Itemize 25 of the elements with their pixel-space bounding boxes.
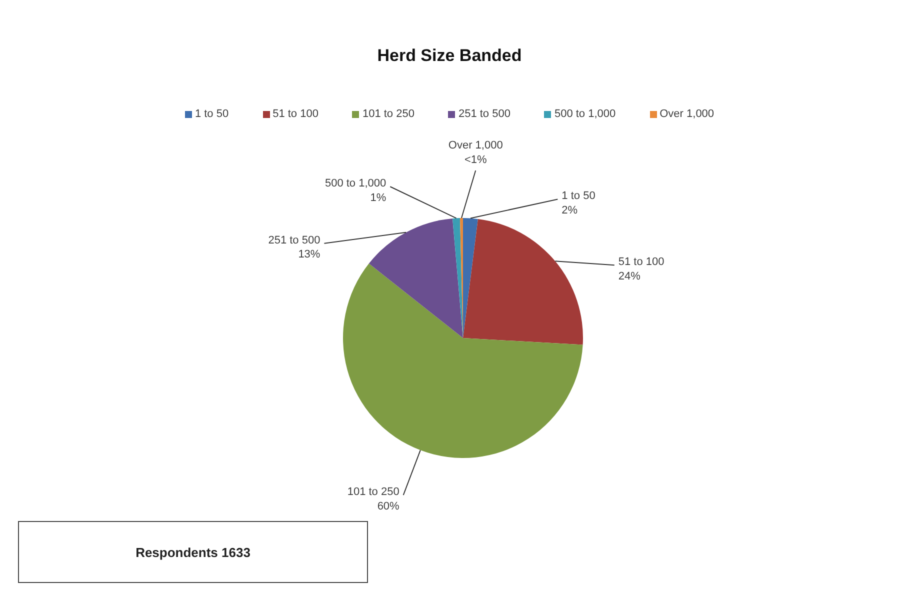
legend-label: Over 1,000: [660, 108, 714, 120]
pie-slice: [463, 218, 583, 345]
slice-label: 500 to 1,000: [324, 178, 386, 190]
legend-label: 51 to 100: [272, 108, 318, 120]
slice-label: 101 to 250: [347, 486, 400, 498]
data-label: 1%: [370, 192, 386, 204]
data-label: 2%: [562, 204, 578, 217]
note-box: Respondents 1633: [18, 521, 368, 583]
slice-label: Over 1,000: [448, 139, 503, 152]
legend-label: 500 to 1,000: [554, 108, 616, 120]
legend-label: 1 to 50: [194, 108, 229, 120]
data-label: <1%: [464, 154, 487, 166]
slice-label: 51 to 100: [618, 256, 664, 268]
slice-label: 251 to 500: [268, 234, 320, 246]
data-label: 24%: [618, 270, 641, 282]
pie-slice: [463, 218, 478, 338]
pie-slice: [452, 218, 463, 338]
chart-title: Herd Size Banded: [376, 46, 523, 66]
pie-slice: [343, 264, 583, 458]
legend-label: 251 to 500: [458, 108, 510, 120]
slice-label: 1 to 50: [562, 190, 596, 202]
pie-slice: [368, 218, 463, 338]
data-label: 60%: [377, 500, 400, 512]
data-label: 13%: [298, 248, 320, 261]
legend-label: 101 to 250: [362, 108, 414, 120]
